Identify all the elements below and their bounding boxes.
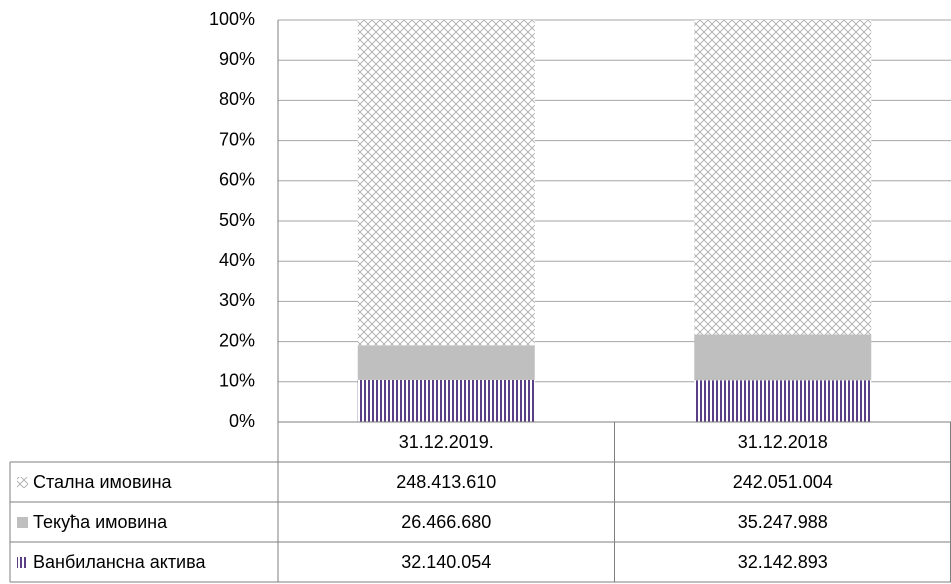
y-tick-label: 30% [219,290,255,310]
table-value: 32.140.054 [401,552,491,572]
y-tick-label: 10% [219,371,255,391]
bar-segment [357,379,535,422]
legend-key [17,557,28,568]
legend-key [17,477,28,488]
y-tick-label: 60% [219,170,255,190]
bar-segment [694,380,872,422]
y-tick-label: 50% [219,210,255,230]
bar-segment [357,20,535,346]
table-value: 32.142.893 [738,552,828,572]
y-tick-label: 70% [219,129,255,149]
x-tick-label: 31.12.2018 [738,432,828,452]
bar-segment [694,20,872,335]
x-tick-label: 31.12.2019. [399,432,494,452]
table-value: 248.413.610 [396,472,496,492]
y-tick-label: 90% [219,49,255,69]
y-tick-label: 80% [219,89,255,109]
y-tick-label: 0% [229,411,255,431]
legend-key [17,517,28,528]
table-value: 35.247.988 [738,512,828,532]
bar-segment [694,334,872,381]
table-value: 242.051.004 [733,472,833,492]
y-tick-label: 100% [209,9,255,29]
legend-label: Ванбилансна актива [33,552,206,572]
legend-label: Стална имовина [33,472,173,492]
legend-label: Текућа имовина [33,512,168,532]
table-value: 26.466.680 [401,512,491,532]
y-tick-label: 20% [219,330,255,350]
bar-segment [357,345,535,380]
y-tick-label: 40% [219,250,255,270]
